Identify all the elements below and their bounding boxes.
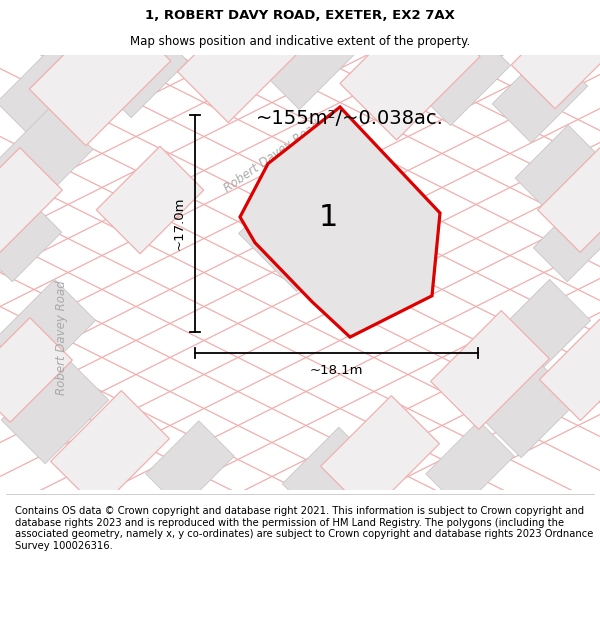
Text: 1: 1 <box>319 202 338 231</box>
Polygon shape <box>490 279 590 381</box>
Polygon shape <box>29 4 171 146</box>
Polygon shape <box>492 48 588 142</box>
Polygon shape <box>426 421 514 509</box>
Polygon shape <box>482 362 578 458</box>
Text: ~155m²/~0.038ac.: ~155m²/~0.038ac. <box>256 109 444 127</box>
Polygon shape <box>320 396 439 514</box>
Text: Robert Davey Road: Robert Davey Road <box>221 119 323 195</box>
Polygon shape <box>260 11 359 109</box>
Polygon shape <box>1 356 109 464</box>
Polygon shape <box>511 1 600 109</box>
Polygon shape <box>340 0 480 140</box>
Polygon shape <box>0 279 95 381</box>
Polygon shape <box>96 146 204 254</box>
Text: ~18.1m: ~18.1m <box>310 364 363 377</box>
Polygon shape <box>431 311 550 429</box>
Text: Map shows position and indicative extent of the property.: Map shows position and indicative extent… <box>130 35 470 48</box>
Polygon shape <box>0 32 113 148</box>
Polygon shape <box>240 107 440 337</box>
Polygon shape <box>282 428 378 522</box>
Polygon shape <box>515 125 600 215</box>
Polygon shape <box>239 149 382 291</box>
Text: ~17.0m: ~17.0m <box>173 197 186 250</box>
Text: 1, ROBERT DAVY ROAD, EXETER, EX2 7AX: 1, ROBERT DAVY ROAD, EXETER, EX2 7AX <box>145 9 455 22</box>
Polygon shape <box>0 148 62 253</box>
Polygon shape <box>539 319 600 421</box>
Polygon shape <box>146 421 234 509</box>
Polygon shape <box>50 391 169 509</box>
Polygon shape <box>0 318 73 422</box>
Polygon shape <box>0 198 62 282</box>
Polygon shape <box>538 148 600 253</box>
Polygon shape <box>533 198 600 282</box>
Polygon shape <box>0 107 93 213</box>
Text: Contains OS data © Crown copyright and database right 2021. This information is : Contains OS data © Crown copyright and d… <box>15 506 593 551</box>
Polygon shape <box>178 0 302 122</box>
Polygon shape <box>409 24 511 126</box>
Text: Robert Davey Road: Robert Davey Road <box>56 281 68 396</box>
Polygon shape <box>92 22 188 118</box>
